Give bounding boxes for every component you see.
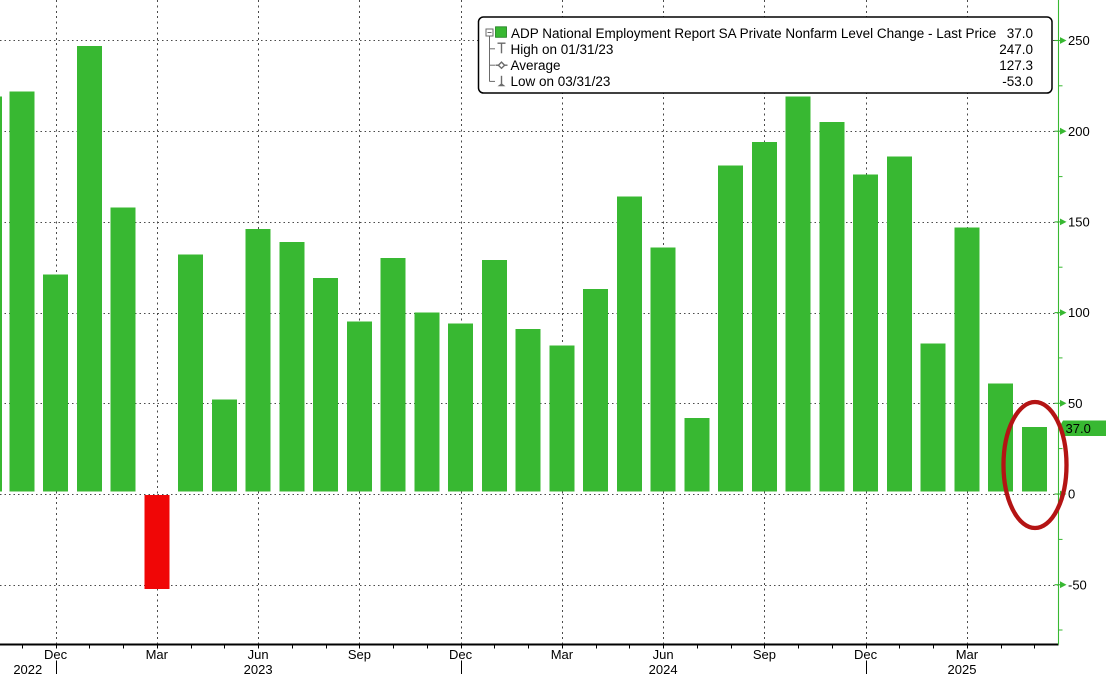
svg-text:150: 150 bbox=[1068, 215, 1090, 230]
svg-text:Mar: Mar bbox=[956, 647, 979, 662]
svg-text:-50: -50 bbox=[1068, 577, 1087, 592]
svg-text:2024: 2024 bbox=[649, 662, 678, 676]
svg-text:100: 100 bbox=[1068, 305, 1090, 320]
svg-text:Jun: Jun bbox=[248, 647, 269, 662]
svg-text:Mar: Mar bbox=[551, 647, 574, 662]
svg-text:0: 0 bbox=[1068, 487, 1075, 502]
svg-text:200: 200 bbox=[1068, 124, 1090, 139]
svg-text:Dec: Dec bbox=[449, 647, 473, 662]
svg-text:Dec: Dec bbox=[854, 647, 878, 662]
svg-text:Jun: Jun bbox=[653, 647, 674, 662]
svg-text:2025: 2025 bbox=[948, 662, 977, 676]
svg-text:250: 250 bbox=[1068, 33, 1090, 48]
svg-text:Mar: Mar bbox=[146, 647, 169, 662]
svg-text:Low on 03/31/23: Low on 03/31/23 bbox=[511, 74, 611, 89]
svg-text:2023: 2023 bbox=[244, 662, 273, 676]
svg-text:37.0: 37.0 bbox=[1007, 26, 1033, 41]
svg-text:Average: Average bbox=[511, 58, 561, 73]
svg-text:Sep: Sep bbox=[348, 647, 371, 662]
svg-text:127.3: 127.3 bbox=[999, 58, 1033, 73]
svg-text:ADP National Employment Report: ADP National Employment Report SA Privat… bbox=[511, 26, 996, 41]
svg-text:247.0: 247.0 bbox=[999, 42, 1033, 57]
svg-text:-53.0: -53.0 bbox=[1002, 74, 1033, 89]
svg-text:Dec: Dec bbox=[44, 647, 68, 662]
svg-text:37.0: 37.0 bbox=[1066, 421, 1091, 436]
svg-text:50: 50 bbox=[1068, 396, 1082, 411]
svg-text:Sep: Sep bbox=[753, 647, 776, 662]
svg-text:High on 01/31/23: High on 01/31/23 bbox=[511, 42, 614, 57]
svg-text:2022: 2022 bbox=[13, 662, 42, 676]
